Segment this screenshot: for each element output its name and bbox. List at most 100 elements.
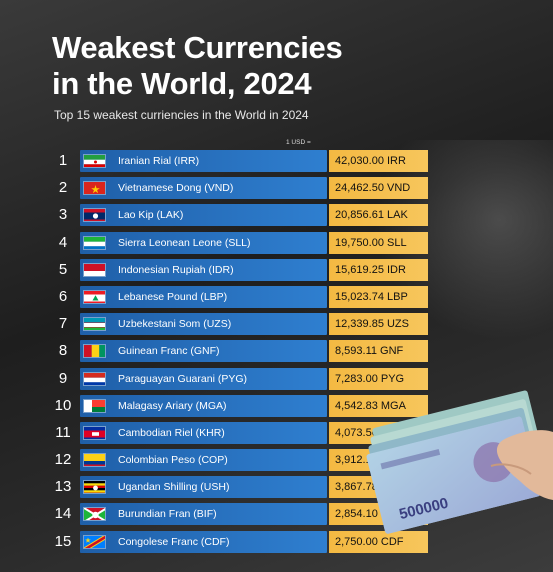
guinea-flag-icon bbox=[83, 344, 106, 359]
name-bar bbox=[80, 313, 327, 336]
rank-number: 10 bbox=[54, 396, 72, 414]
currency-value: 4,542.83 MGA bbox=[335, 399, 406, 412]
currency-value: 8,593.11 GNF bbox=[335, 345, 404, 358]
rank-number: 5 bbox=[58, 260, 68, 278]
currency-name: Congolese Franc (CDF) bbox=[118, 535, 230, 548]
currency-row: 5 Indonesian Rupiah (IDR) 15,619.25 IDR bbox=[48, 257, 428, 284]
name-bar bbox=[80, 150, 327, 172]
rank-number: 6 bbox=[58, 287, 68, 305]
title-line-2: in the World, 2024 bbox=[52, 66, 312, 101]
value-bar bbox=[329, 285, 428, 308]
sierra-leone-flag-icon bbox=[83, 235, 106, 250]
currency-row: 7 Uzbekestani Som (UZS) 12,339.85 UZS bbox=[48, 311, 428, 338]
currency-name: Vietnamese Dong (VND) bbox=[118, 182, 234, 195]
currency-name: Cambodian Riel (KHR) bbox=[118, 426, 225, 439]
currency-row: 4 Sierra Leonean Leone (SLL) 19,750.00 S… bbox=[48, 230, 428, 257]
lebanon-flag-icon bbox=[83, 289, 106, 304]
currency-value: 42,030.00 IRR bbox=[335, 155, 406, 167]
rank-number: 1 bbox=[58, 152, 68, 169]
name-bar bbox=[80, 285, 327, 308]
currency-row: 13 Ugandan Shilling (USH) 3,867.78 USH bbox=[48, 474, 428, 501]
rank-number: 8 bbox=[58, 342, 68, 360]
currency-value: 15,619.25 IDR bbox=[335, 263, 406, 276]
currency-row: 1 Iranian Rial (IRR) 42,030.00 IRR bbox=[48, 148, 428, 175]
madagascar-flag-icon bbox=[83, 398, 106, 413]
currency-value: 20,856.61 LAK bbox=[335, 209, 408, 222]
indonesia-flag-icon bbox=[83, 262, 106, 277]
colombia-flag-icon bbox=[83, 453, 106, 468]
vietnam-flag-icon bbox=[83, 181, 106, 196]
name-bar bbox=[80, 340, 327, 363]
rank-number: 9 bbox=[58, 369, 68, 387]
currency-name: Lebanese Pound (LBP) bbox=[118, 290, 228, 303]
congo-flag-icon bbox=[83, 534, 106, 549]
value-bar bbox=[329, 177, 428, 200]
name-bar bbox=[80, 177, 327, 200]
name-bar bbox=[80, 231, 327, 254]
rank-number: 11 bbox=[55, 423, 71, 441]
name-bar bbox=[80, 367, 327, 390]
value-bar bbox=[329, 340, 428, 363]
currency-name: Malagasy Ariary (MGA) bbox=[118, 399, 227, 412]
iran-flag-icon bbox=[83, 154, 106, 168]
currency-value: 19,750.00 SLL bbox=[335, 236, 407, 249]
currency-name: Colombian Peso (COP) bbox=[118, 454, 228, 467]
name-bar bbox=[80, 258, 327, 281]
currency-row: 8 Guinean Franc (GNF) 8,593.11 GNF bbox=[48, 338, 428, 365]
rank-number: 12 bbox=[54, 451, 72, 469]
value-bar bbox=[329, 204, 428, 227]
currency-value: 24,462.50 VND bbox=[335, 182, 411, 195]
uzbekistan-flag-icon bbox=[83, 317, 106, 332]
value-bar bbox=[329, 313, 428, 336]
currency-row: 11 Cambodian Riel (KHR) 4,073.56 KHR bbox=[48, 420, 428, 447]
rank-number: 14 bbox=[54, 505, 72, 523]
rank-number: 2 bbox=[58, 179, 68, 197]
cambodia-flag-icon bbox=[83, 425, 106, 440]
name-bar bbox=[80, 530, 327, 553]
banknotes-in-hand-image: 500000 bbox=[366, 390, 553, 534]
rank-number: 15 bbox=[54, 532, 72, 550]
value-bar bbox=[329, 394, 428, 417]
name-bar bbox=[80, 394, 327, 417]
rank-number: 3 bbox=[58, 206, 68, 224]
rank-number: 4 bbox=[58, 233, 68, 251]
name-bar bbox=[80, 476, 327, 499]
uganda-flag-icon bbox=[83, 480, 106, 495]
currency-name: Guinean Franc (GNF) bbox=[118, 345, 220, 358]
currency-name: Paraguayan Guarani (PYG) bbox=[118, 372, 247, 385]
name-bar bbox=[80, 421, 327, 444]
page-subtitle: Top 15 weakest curriencies in the World … bbox=[54, 108, 309, 122]
currency-row: 9 Paraguayan Guarani (PYG) 7,283.00 PYG bbox=[48, 366, 428, 393]
name-bar bbox=[80, 449, 327, 472]
currency-name: Burundian Fran (BIF) bbox=[118, 508, 217, 521]
rank-number: 13 bbox=[54, 478, 72, 496]
currency-name: Iranian Rial (IRR) bbox=[118, 155, 200, 167]
currency-value: 7,283.00 PYG bbox=[335, 372, 405, 385]
currency-row: 10 Malagasy Ariary (MGA) 4,542.83 MGA bbox=[48, 393, 428, 420]
currency-name: Indonesian Rupiah (IDR) bbox=[118, 263, 234, 276]
currency-value: 12,339.85 UZS bbox=[335, 318, 409, 331]
rank-number: 7 bbox=[58, 315, 68, 333]
currency-row: 15 Congolese Franc (CDF) 2,750.00 CDF bbox=[48, 529, 428, 556]
currency-list: 1 Iranian Rial (IRR) 42,030.00 IRR 2 Vie… bbox=[48, 148, 428, 556]
laos-flag-icon bbox=[83, 208, 106, 223]
value-bar bbox=[329, 367, 428, 390]
value-bar bbox=[329, 258, 428, 281]
currency-name: Uzbekestani Som (UZS) bbox=[118, 318, 232, 331]
currency-row: 14 Burundian Fran (BIF) 2,854.10 BIF bbox=[48, 501, 428, 528]
unit-header: 1 USD = bbox=[286, 139, 311, 146]
name-bar bbox=[80, 204, 327, 227]
paraguay-flag-icon bbox=[83, 371, 106, 386]
page-title: Weakest Currencies in the World, 2024 bbox=[52, 30, 492, 102]
value-bar bbox=[329, 150, 428, 172]
currency-name: Ugandan Shilling (USH) bbox=[118, 481, 230, 494]
currency-row: 3 Lao Kip (LAK) 20,856.61 LAK bbox=[48, 202, 428, 229]
value-bar bbox=[329, 231, 428, 254]
title-line-1: Weakest Currencies bbox=[52, 30, 343, 65]
currency-value: 15,023.74 LBP bbox=[335, 290, 408, 303]
currency-row: 2 Vietnamese Dong (VND) 24,462.50 VND bbox=[48, 175, 428, 202]
currency-row: 12 Colombian Peso (COP) 3,912.13 COP bbox=[48, 447, 428, 474]
currency-name: Lao Kip (LAK) bbox=[118, 209, 184, 222]
currency-name: Sierra Leonean Leone (SLL) bbox=[118, 236, 251, 249]
currency-row: 6 Lebanese Pound (LBP) 15,023.74 LBP bbox=[48, 284, 428, 311]
